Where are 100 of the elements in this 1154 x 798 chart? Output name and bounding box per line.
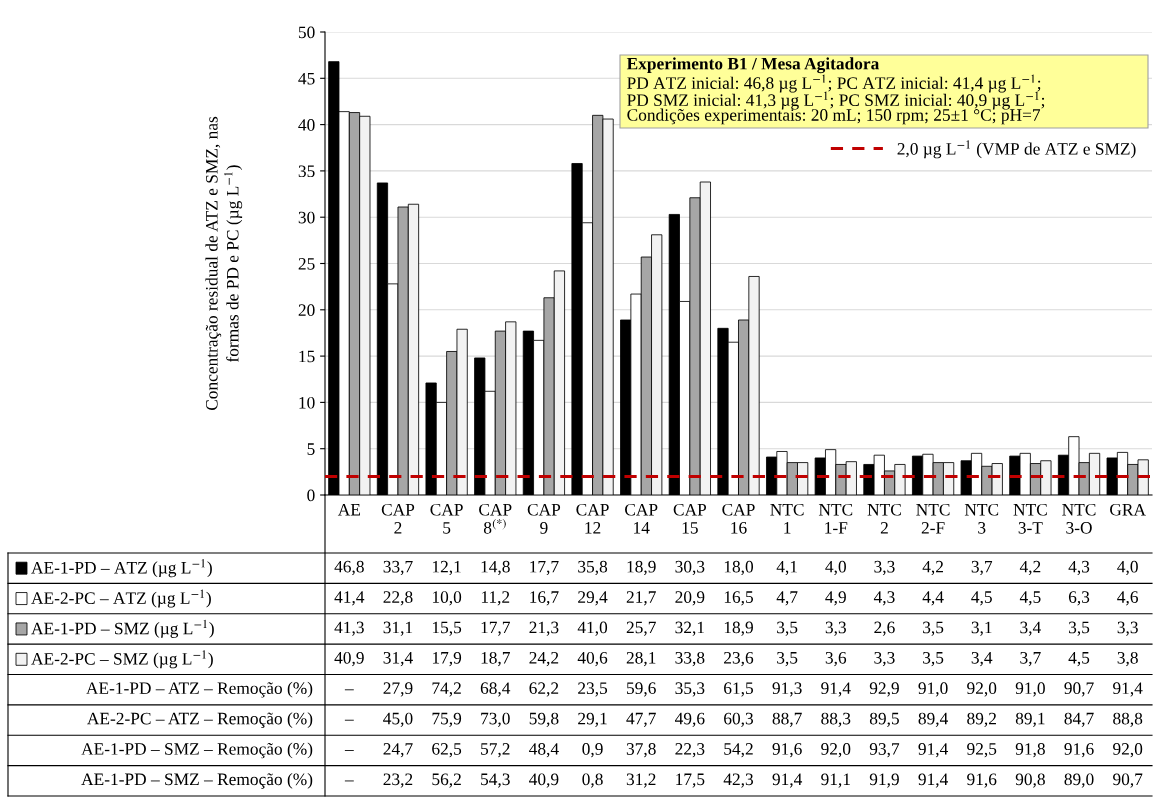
text: 74,2 bbox=[432, 682, 461, 697]
y-tick-label: 20 bbox=[298, 304, 315, 316]
data-label: 3,5 bbox=[923, 621, 944, 636]
y-tick-label: 10 bbox=[299, 396, 315, 409]
x-tick-label: CAP 5 bbox=[430, 503, 463, 534]
legend-label: 2,0 µg L$^{−1}$ (VMP de ATZ e SMZ) bbox=[897, 140, 1136, 159]
text: 61,5 bbox=[724, 682, 754, 697]
data-label: 31,4 bbox=[383, 651, 413, 667]
text: 23,5 bbox=[578, 682, 608, 697]
data-label: 3,3 bbox=[874, 651, 895, 667]
text: 59,6 bbox=[627, 682, 656, 697]
text: – bbox=[344, 750, 354, 751]
data-label: 31,1 bbox=[383, 621, 413, 636]
data-label: 3,4 bbox=[971, 651, 993, 667]
x-tick-label: NTC 1 bbox=[770, 503, 804, 534]
data-label: 4,2 bbox=[1019, 560, 1041, 576]
text: – bbox=[344, 689, 354, 691]
text: 91,6 bbox=[1064, 743, 1094, 758]
data-label: 16,7 bbox=[530, 591, 559, 606]
text: 91,9 bbox=[869, 773, 899, 788]
text: – bbox=[344, 780, 354, 782]
legend-label: AE-2-PC – SMZ (µg L$^{−1}$) bbox=[31, 650, 213, 669]
data-label: 4,0 bbox=[1117, 560, 1138, 576]
x-tick-label: CAP 12 bbox=[576, 503, 609, 534]
y-axis-title: Concentração residual de ATZ e SMZ, nas formas de PD e PC (µg L$^{−1}$) bbox=[205, 116, 243, 411]
text: 91,8 bbox=[1015, 743, 1045, 758]
data-label: 33,7 bbox=[383, 560, 413, 576]
x-tick-label: NTC 1-F bbox=[818, 503, 853, 534]
text: 37,8 bbox=[626, 743, 656, 758]
data-label: 23,6 bbox=[724, 651, 754, 667]
y-tick-label: 0 bbox=[307, 489, 315, 502]
data-label: 22,8 bbox=[383, 591, 413, 606]
x-tick-label: NTC 2 bbox=[867, 503, 901, 534]
text: 49,6 bbox=[675, 712, 705, 727]
data-label: 3,7 bbox=[971, 560, 993, 576]
data-label: 20,9 bbox=[675, 591, 705, 606]
data-label: 3,8 bbox=[1117, 651, 1138, 667]
data-label: 4,9 bbox=[825, 591, 846, 606]
text: 88,8 bbox=[1113, 712, 1143, 727]
text: 0,8 bbox=[582, 773, 603, 788]
text: 23,2 bbox=[383, 773, 413, 788]
legend-label: AE-1-PD – ATZ (µg L$^{−1}$) bbox=[31, 559, 212, 578]
text: 17,5 bbox=[676, 773, 705, 788]
data-label: 40,9 bbox=[334, 651, 364, 667]
text: 89,1 bbox=[1015, 712, 1045, 727]
data-label: 2,6 bbox=[874, 621, 895, 636]
text: 90,8 bbox=[1015, 773, 1045, 788]
data-label: 3,5 bbox=[1069, 621, 1090, 636]
data-label: 21,3 bbox=[529, 621, 559, 636]
y-tick-label: 45 bbox=[298, 72, 315, 85]
data-label: 33,8 bbox=[675, 651, 705, 667]
x-tick-label: CAP 8$^{(*)}$ bbox=[479, 503, 512, 534]
data-label: 29,4 bbox=[578, 591, 608, 606]
text: AE-1-PD – SMZ – Remoção (%) bbox=[81, 742, 313, 759]
data-label: 3,3 bbox=[825, 621, 846, 636]
annotation: PD ATZ inicial: 46,8 µg L$^{−1}$; PC ATZ inicial: 41,4 µg L$^{−1}$; bbox=[627, 74, 1041, 93]
text: 93,7 bbox=[869, 743, 900, 758]
data-label: 41,0 bbox=[577, 621, 608, 636]
text: 91,3 bbox=[772, 682, 802, 697]
data-label: 12,1 bbox=[432, 560, 461, 576]
x-tick-label: GRA bbox=[1110, 503, 1146, 516]
text: 89,0 bbox=[1064, 773, 1094, 788]
text: 35,3 bbox=[675, 682, 705, 697]
text: 60,3 bbox=[724, 712, 754, 727]
data-label: 17,9 bbox=[432, 651, 462, 667]
data-label: 14,8 bbox=[481, 560, 510, 576]
y-tick-label: 5 bbox=[307, 443, 315, 455]
text: 40,9 bbox=[529, 773, 559, 788]
text: 56,2 bbox=[432, 773, 461, 788]
text: 47,7 bbox=[626, 712, 656, 727]
x-tick-label: NTC 3-T bbox=[1013, 503, 1047, 534]
x-tick-label: CAP 9 bbox=[527, 503, 561, 534]
y-tick-label: 25 bbox=[298, 258, 315, 270]
data-label: 16,5 bbox=[724, 591, 754, 606]
data-label: 3,3 bbox=[1117, 621, 1138, 636]
data-label: 4,5 bbox=[1068, 652, 1090, 667]
text: 54,3 bbox=[481, 773, 510, 788]
data-label: 4,5 bbox=[971, 591, 992, 606]
text: 91,1 bbox=[821, 773, 850, 788]
data-label: 6,3 bbox=[1068, 591, 1090, 606]
data-label: 4,1 bbox=[776, 560, 797, 576]
data-label: 3,5 bbox=[777, 651, 798, 667]
data-label: 28,1 bbox=[626, 651, 656, 667]
y-tick-label: 35 bbox=[298, 165, 315, 178]
y-tick-label: 40 bbox=[298, 119, 315, 131]
text: 91,4 bbox=[1113, 682, 1143, 697]
text: 27,9 bbox=[383, 682, 413, 697]
text: 29,1 bbox=[578, 712, 607, 727]
text: – bbox=[344, 719, 354, 721]
text: 92,9 bbox=[869, 682, 899, 697]
x-tick-label: CAP 15 bbox=[673, 503, 707, 534]
data-label: 40,6 bbox=[577, 651, 608, 667]
data-label: 25,7 bbox=[626, 621, 656, 636]
data-label: 30,3 bbox=[675, 560, 705, 576]
data-label: 4,5 bbox=[1019, 591, 1041, 606]
text: 68,4 bbox=[480, 682, 511, 697]
text: 45,0 bbox=[383, 712, 413, 727]
data-label: 41,3 bbox=[334, 621, 364, 636]
data-label: 35,8 bbox=[578, 560, 608, 576]
data-label: 10,0 bbox=[432, 591, 462, 606]
